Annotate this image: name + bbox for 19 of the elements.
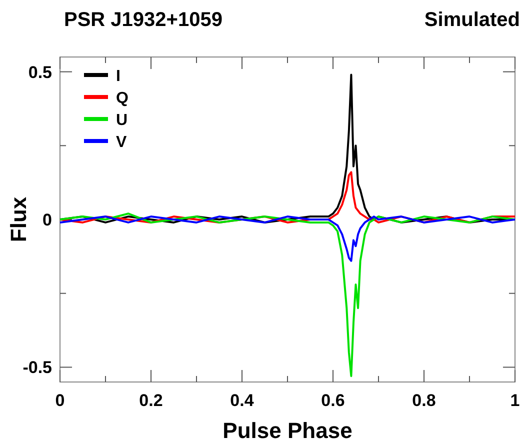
x-tick-label: 0.4: [230, 391, 254, 410]
chart-title: PSR J1932+1059: [64, 9, 222, 31]
legend-label: I: [116, 68, 120, 85]
x-tick-label: 0.8: [412, 391, 436, 410]
legend-label: V: [116, 134, 127, 151]
y-tick-label: -0.5: [22, 358, 52, 378]
legend-label: U: [116, 112, 128, 129]
legend-label: Q: [116, 90, 128, 107]
x-tick-label: 0.2: [139, 391, 163, 410]
y-axis-title: Flux: [6, 196, 31, 242]
x-tick-label: 0: [55, 391, 65, 410]
line-series: [59, 212, 516, 378]
line-series: [59, 216, 516, 262]
x-tick-label: 0.6: [321, 391, 345, 410]
y-tick-label: 0: [42, 210, 52, 230]
y-tick-label: 0.5: [28, 62, 52, 82]
chart-subtitle: Simulated: [424, 9, 520, 31]
x-axis-title: Pulse Phase: [222, 418, 352, 443]
x-tick-label: 1: [510, 391, 520, 410]
